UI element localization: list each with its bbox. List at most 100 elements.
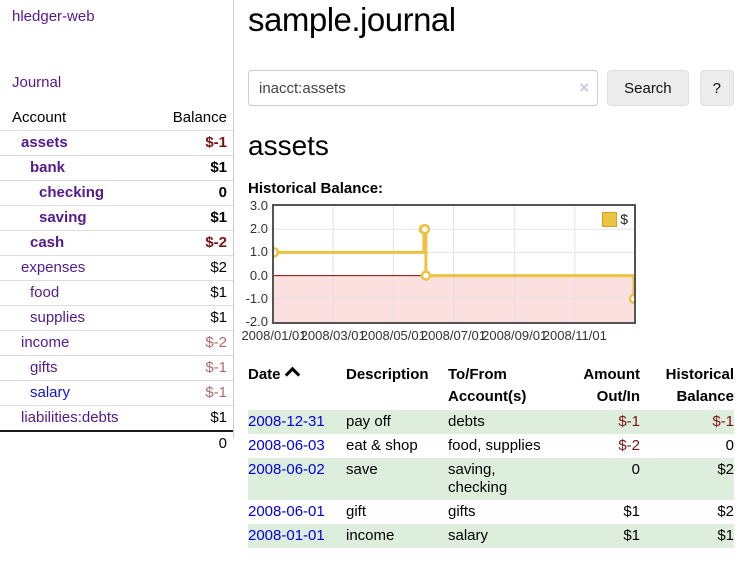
transaction-amount: $1 <box>623 527 640 544</box>
transaction-accounts: debts <box>448 413 485 430</box>
sort-ascending-icon <box>284 366 300 383</box>
sidebar-account-link[interactable]: gifts <box>30 359 58 376</box>
account-balance: 0 <box>218 184 227 201</box>
account-balance: $1 <box>210 309 227 326</box>
transaction-row: 2008-06-02 save saving, checking 0 $2 <box>248 458 734 500</box>
account-balance: $-1 <box>205 359 227 376</box>
search-box: × <box>248 70 599 106</box>
x-axis-tick-label: 2008/01/01 <box>241 328 307 343</box>
transaction-accounts: food, supplies <box>448 437 541 454</box>
account-row: bank $1 <box>0 155 233 180</box>
sidebar-account-link[interactable]: income <box>21 334 70 351</box>
account-row: gifts $-1 <box>0 355 233 380</box>
y-axis-tick-label: -1.0 <box>245 290 268 306</box>
account-row: food $1 <box>0 280 233 305</box>
page-title: sample.journal <box>248 1 456 38</box>
y-axis-tick-label: 3.0 <box>249 198 268 213</box>
accounts-rows: assets $-1 bank $1 checking 0 saving $1 cash $-2 e… <box>0 130 233 430</box>
transaction-balance: $2 <box>717 461 734 478</box>
transaction-date-link[interactable]: 2008-12-31 <box>248 413 325 430</box>
accounts-header-balance: Balance <box>172 109 227 126</box>
transaction-description: eat & shop <box>346 437 418 454</box>
accounts-header-account: Account <box>12 109 67 126</box>
sidebar-account-link[interactable]: salary <box>30 384 71 401</box>
sidebar-account-link[interactable]: bank <box>30 159 66 176</box>
account-row: salary $-1 <box>0 380 233 405</box>
transaction-amount: 0 <box>631 461 640 478</box>
account-row: saving $1 <box>0 205 233 230</box>
transaction-description: income <box>346 527 395 544</box>
account-balance: $1 <box>210 284 227 301</box>
search-input[interactable] <box>248 70 599 106</box>
transaction-date-link[interactable]: 2008-06-01 <box>248 503 325 520</box>
clear-search-icon[interactable]: × <box>579 78 590 97</box>
account-row: income $-2 <box>0 330 233 355</box>
sidebar-account-link[interactable]: assets <box>21 134 68 151</box>
account-row: checking 0 <box>0 180 233 205</box>
legend-swatch <box>602 211 618 227</box>
transaction-balance: $-1 <box>712 413 734 430</box>
account-row: assets $-1 <box>0 130 233 155</box>
sidebar-account-link[interactable]: food <box>30 284 60 301</box>
account-balance: $2 <box>210 259 227 276</box>
sidebar-divider <box>233 0 234 438</box>
sidebar-account-link[interactable]: checking <box>39 184 105 201</box>
x-axis-tick-label: 2008/09/01 <box>482 328 548 343</box>
chart-legend: $ <box>602 211 628 227</box>
sidebar-account-link[interactable]: supplies <box>30 309 86 326</box>
transaction-balance: $1 <box>717 527 734 544</box>
transaction-description: gift <box>346 503 367 520</box>
transaction-row: 2008-01-01 income salary $1 $1 <box>248 524 734 548</box>
app-title-link[interactable]: hledger-web <box>12 8 95 25</box>
account-row: supplies $1 <box>0 305 233 330</box>
y-axis-tick-label: 0.0 <box>249 267 268 283</box>
y-axis-tick-label: -2.0 <box>245 314 268 329</box>
accounts-table-header: Account Balance <box>0 107 233 130</box>
header-date: Date <box>248 362 346 410</box>
account-balance: $-2 <box>205 334 227 351</box>
account-row: liabilities:debts $1 <box>0 405 233 430</box>
transaction-row: 2008-06-01 gift gifts $1 $2 <box>248 500 734 524</box>
transaction-date-link[interactable]: 2008-06-02 <box>248 461 325 478</box>
account-balance: $1 <box>210 159 227 176</box>
help-button[interactable]: ? <box>699 70 734 106</box>
legend-label: $ <box>620 211 628 227</box>
transaction-balance: $2 <box>717 503 734 520</box>
account-balance: $-1 <box>205 384 227 401</box>
header-description: Description <box>346 366 429 383</box>
transaction-date-link[interactable]: 2008-01-01 <box>248 527 325 544</box>
account-balance: $-1 <box>205 134 227 151</box>
search-button[interactable]: Search <box>607 70 689 106</box>
header-balance: Historical Balance <box>665 366 734 405</box>
y-axis-tick-label: 1.0 <box>249 244 268 260</box>
main-content: sample.journal × Search ? assets Histori… <box>233 0 742 548</box>
transaction-amount: $-2 <box>618 437 640 454</box>
account-row: cash $-2 <box>0 230 233 255</box>
transactions-table: Date Description To/From Account(s) Amou… <box>248 362 734 548</box>
y-axis-tick-label: 2.0 <box>249 221 268 237</box>
transaction-amount: $1 <box>623 503 640 520</box>
transaction-row: 2008-06-03 eat & shop food, supplies $-2 0 <box>248 434 734 458</box>
transaction-date-link[interactable]: 2008-06-03 <box>248 437 325 454</box>
x-axis-tick-label: 2008/05/01 <box>360 328 426 343</box>
search-form: × Search ? <box>248 70 734 106</box>
x-axis-tick-label: 2008/03/01 <box>300 328 366 343</box>
accounts-total: 0 <box>0 430 233 456</box>
sidebar-item-journal[interactable]: Journal <box>12 74 62 91</box>
account-row: expenses $2 <box>0 255 233 280</box>
transaction-row: 2008-12-31 pay off debts $-1 $-1 <box>248 410 734 434</box>
transaction-description: save <box>346 461 378 478</box>
sidebar-account-link[interactable]: saving <box>39 209 87 226</box>
transaction-accounts: saving, checking <box>448 461 508 496</box>
header-accounts: To/From Account(s) <box>448 366 527 405</box>
sidebar-account-link[interactable]: cash <box>30 234 65 251</box>
accounts-table: Account Balance assets $-1 bank $1 checking 0… <box>0 107 233 456</box>
header-amount: Amount Out/In <box>583 366 640 405</box>
transaction-accounts: gifts <box>448 503 476 520</box>
account-heading: assets <box>248 130 329 161</box>
account-balance: $1 <box>210 409 227 426</box>
sidebar-account-link[interactable]: expenses <box>21 259 86 276</box>
sidebar-account-link[interactable]: liabilities:debts <box>21 409 119 426</box>
x-axis-tick-label: 2008/07/01 <box>420 328 487 343</box>
